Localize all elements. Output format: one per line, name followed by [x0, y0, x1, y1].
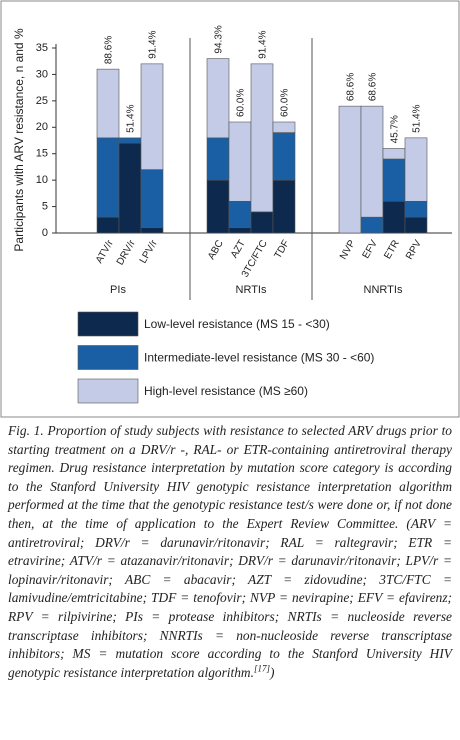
x-tick-label: DRV/r — [115, 238, 138, 267]
bar-segment — [272, 121, 296, 133]
bar-segment — [228, 121, 252, 202]
x-tick-label: LPV/r — [138, 238, 160, 266]
y-axis-label: Participants with ARV resistance, n and … — [12, 28, 26, 252]
caption-end: ) — [269, 664, 275, 680]
bar-segment — [228, 200, 252, 229]
bar-segment — [206, 58, 230, 139]
x-tick-label: ABC — [206, 238, 226, 261]
x-tick-label: NVP — [338, 238, 358, 262]
x-tick-label: ATV/r — [94, 238, 116, 266]
x-tick-label: ETR — [382, 238, 402, 261]
bar-segment — [338, 105, 362, 234]
bar-segment — [404, 200, 428, 218]
chart: Participants with ARV resistance, n and … — [0, 0, 460, 418]
percent-label: 60.0% — [280, 89, 291, 117]
legend-swatch — [77, 345, 139, 370]
bar-segment — [404, 137, 428, 202]
caption-text: Fig. 1. Proportion of study subjects wit… — [8, 423, 452, 680]
x-tick-label: AZT — [229, 238, 248, 260]
bar-segment — [360, 105, 384, 218]
group-label: NNRTIs — [364, 284, 403, 296]
percent-label: 51.4% — [412, 104, 423, 132]
percent-label: 45.7% — [390, 115, 401, 143]
x-tick-label: TDF — [273, 238, 292, 260]
percent-label: 91.4% — [258, 30, 269, 58]
y-tick-label: 20 — [36, 121, 48, 133]
percent-label: 91.4% — [148, 30, 159, 58]
bar-segment — [96, 137, 120, 218]
percent-label: 68.6% — [368, 73, 379, 101]
legend-swatch — [77, 378, 139, 404]
caption-ref: [17] — [253, 663, 270, 674]
x-tick-label: RPV — [404, 238, 424, 262]
bar-segment — [382, 148, 406, 160]
bar-segment — [272, 132, 296, 181]
y-tick-label: 25 — [36, 95, 48, 107]
bar-segment — [382, 158, 406, 202]
legend-swatch — [77, 311, 139, 337]
figure-frame — [0, 0, 460, 418]
legend-label: High-level resistance (MS ≥60) — [144, 384, 308, 398]
legend-label: Intermediate-level resistance (MS 30 - <… — [144, 351, 374, 365]
percent-label: 60.0% — [236, 89, 247, 117]
bar-segment — [404, 216, 428, 234]
bar-segment — [140, 227, 164, 234]
y-tick-label: 30 — [36, 68, 48, 80]
bar-segment — [360, 216, 384, 234]
y-tick-label: 5 — [42, 200, 48, 212]
group-label: PIs — [110, 284, 126, 296]
bar-segment — [96, 68, 120, 139]
percent-label: 68.6% — [346, 73, 357, 101]
y-tick-label: 10 — [36, 174, 48, 186]
bar-segment — [382, 200, 406, 234]
bar-segment — [228, 227, 252, 234]
percent-label: 51.4% — [126, 104, 137, 132]
bar-segment — [118, 142, 142, 234]
caption: Fig. 1. Proportion of study subjects wit… — [8, 422, 452, 682]
bar-segment — [118, 137, 142, 144]
legend-label: Low-level resistance (MS 15 - <30) — [144, 317, 330, 331]
bar-segment — [140, 169, 164, 229]
bar-segment — [140, 63, 164, 170]
percent-label: 94.3% — [214, 25, 225, 53]
percent-label: 88.6% — [104, 36, 115, 64]
group-label: NRTIs — [236, 284, 267, 296]
bar-segment — [272, 179, 296, 234]
bar-segment — [96, 216, 120, 234]
x-tick-label: EFV — [361, 238, 380, 261]
bar-segment — [206, 137, 230, 181]
bar-segment — [250, 63, 274, 213]
y-tick-label: 15 — [36, 148, 48, 160]
y-tick-label: 35 — [36, 42, 48, 54]
bar-segment — [250, 211, 274, 234]
bar-segment — [206, 179, 230, 234]
y-tick-label: 0 — [42, 227, 48, 239]
